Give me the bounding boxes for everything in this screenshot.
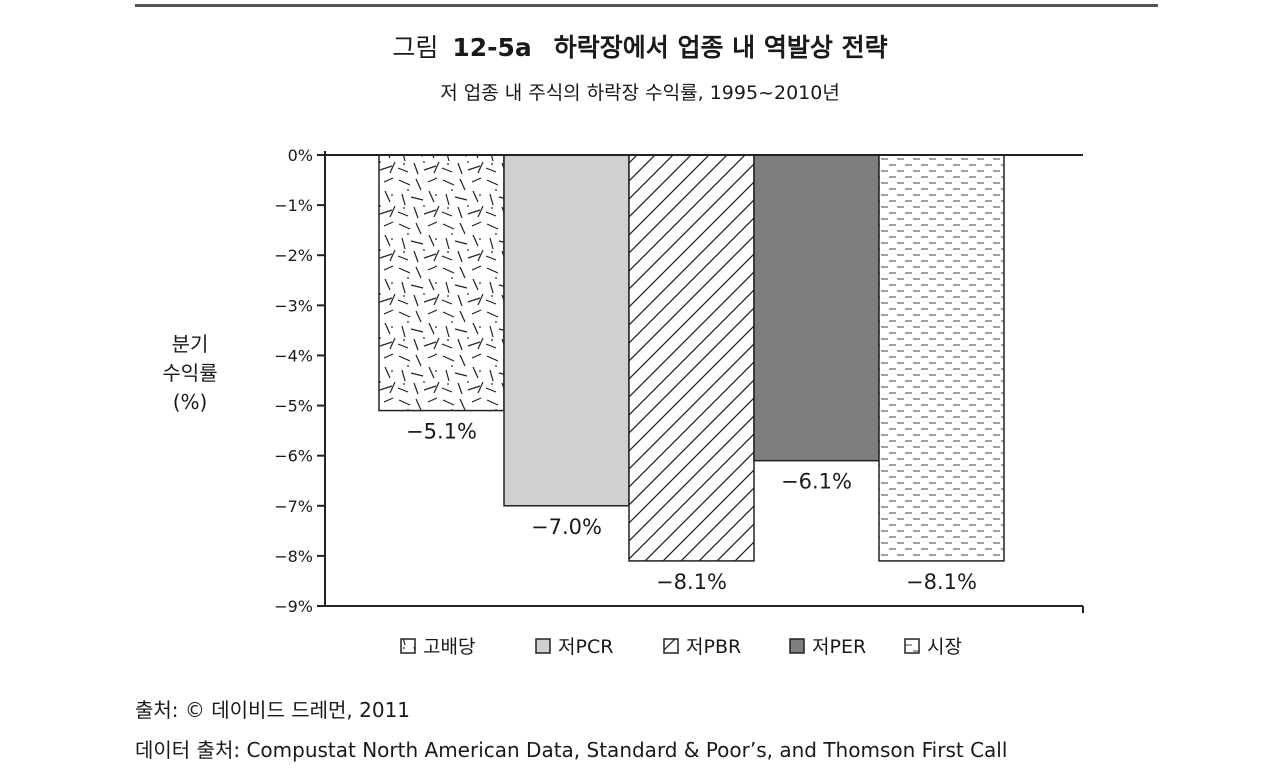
data-label: −6.1%	[781, 470, 852, 494]
data-label: −7.0%	[531, 515, 602, 539]
data-label: −8.1%	[656, 570, 727, 594]
legend-swatch	[789, 638, 805, 654]
y-axis-label: 분기 수익률 (%)	[150, 330, 230, 417]
chart-title: 그림 12-5a 하락장에서 업종 내 역발상 전략	[0, 28, 1280, 64]
legend-label: 고배당	[423, 636, 475, 658]
legend-swatch	[904, 638, 920, 654]
bar	[503, 154, 630, 507]
source-note: 출처: © 데이비드 드레먼, 2011	[135, 698, 411, 722]
y-tick-label: −3%	[274, 296, 313, 315]
legend-label: 시장	[927, 636, 962, 658]
y-tick-label: −9%	[274, 597, 313, 616]
top-rule	[135, 4, 1158, 7]
y-tick-label: −2%	[274, 246, 313, 265]
y-tick-label: −4%	[274, 346, 313, 365]
legend-swatch	[535, 638, 551, 654]
bar	[378, 154, 505, 412]
figure-title: 하락장에서 업종 내 역발상 전략	[553, 33, 888, 62]
bar	[878, 154, 1005, 562]
data-source-note: 데이터 출처: Compustat North American Data, S…	[135, 738, 1008, 762]
figure-prefix: 그림	[392, 33, 439, 62]
y-tick-label: −7%	[274, 497, 313, 516]
y-tick-label: −1%	[274, 196, 313, 215]
legend-label: 저PER	[812, 636, 866, 658]
figure-number: 12-5a	[452, 33, 532, 62]
bar	[628, 154, 755, 562]
legend-swatch	[400, 638, 416, 654]
y-tick-label: −5%	[274, 397, 313, 416]
y-axis-label-line: (%)	[172, 390, 208, 414]
y-axis-label-line: 수익률	[162, 361, 218, 385]
y-tick-label: 0%	[288, 146, 313, 165]
data-label: −8.1%	[906, 570, 977, 594]
y-tick-label: −6%	[274, 447, 313, 466]
data-label: −5.1%	[406, 420, 477, 444]
legend-label: 저PBR	[686, 636, 741, 658]
chart-subtitle: 저 업종 내 주식의 하락장 수익률, 1995~2010년	[440, 82, 840, 104]
y-axis-label-line: 분기	[171, 332, 209, 356]
y-tick-label: −8%	[274, 547, 313, 566]
legend-swatch	[663, 638, 679, 654]
bar	[753, 154, 880, 462]
legend-label: 저PCR	[558, 636, 613, 658]
